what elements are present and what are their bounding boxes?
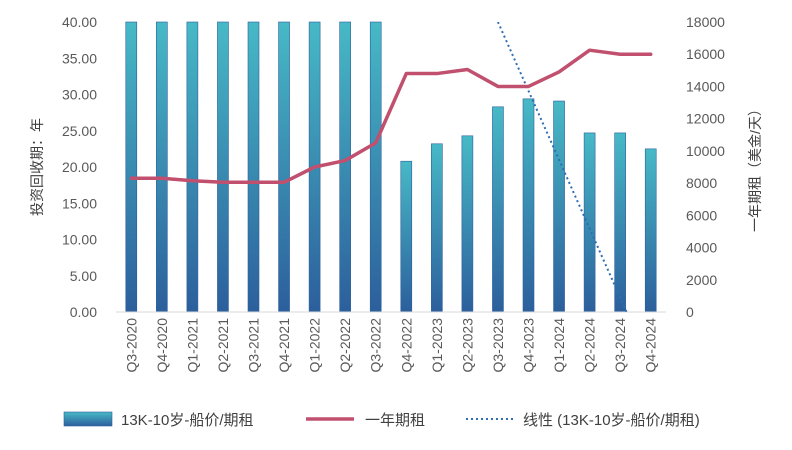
legend-label-bar: 13K-10岁-船价/期租 [121, 412, 254, 429]
legend: 13K-10岁-船价/期租 一年期租 线性 (13K-10岁-船价/期租) [63, 411, 700, 429]
right-axis-ticks: 0 2000 4000 6000 8000 10000 12000 14000 16000 180… [686, 14, 725, 320]
right-tick-label: 6000 [686, 207, 717, 223]
left-tick-label: 30.00 [62, 87, 97, 103]
x-tick-label: Q3-2021 [246, 318, 262, 373]
x-axis-ticks: Q3-2020 Q4-2020 Q1-2021 Q2-2021 Q3-2021 Q4-20… [123, 318, 658, 373]
x-tick-label: Q4-2021 [276, 318, 292, 373]
right-axis-title: 一年期租（美金/天） [747, 102, 763, 232]
left-axis-title: 投资回收期：年 [29, 118, 45, 216]
x-tick-label: Q2-2023 [459, 318, 475, 373]
right-tick-label: 16000 [686, 46, 725, 62]
right-tick-label: 0 [686, 304, 694, 320]
legend-swatch-bar [63, 411, 113, 427]
right-tick-label: 12000 [686, 111, 725, 127]
bar [583, 132, 596, 313]
x-tick-label: Q1-2024 [551, 318, 567, 373]
trendline-series [497, 22, 628, 312]
left-tick-label: 10.00 [62, 232, 97, 248]
legend-item-line: 一年期租 [306, 412, 425, 429]
right-tick-label: 10000 [686, 143, 725, 159]
left-tick-label: 0.00 [70, 304, 97, 320]
bar [247, 21, 260, 313]
x-tick-label: Q2-2022 [337, 318, 353, 373]
x-tick-label: Q3-2023 [490, 318, 506, 373]
left-tick-label: 15.00 [62, 195, 97, 211]
x-tick-label: Q4-2024 [643, 318, 659, 373]
right-tick-label: 14000 [686, 78, 725, 94]
legend-item-trend: 线性 (13K-10岁-船价/期租) [466, 412, 700, 429]
bar [644, 148, 657, 313]
left-tick-label: 35.00 [62, 50, 97, 66]
right-tick-label: 8000 [686, 175, 717, 191]
left-tick-label: 40.00 [62, 14, 97, 30]
x-tick-label: Q3-2020 [123, 318, 139, 373]
x-tick-label: Q3-2022 [368, 318, 384, 373]
line-path [129, 48, 653, 185]
left-axis-ticks: 0.00 5.00 10.00 15.00 20.00 25.00 30.00 35.00 40… [62, 14, 97, 320]
line-series [129, 48, 653, 185]
right-tick-label: 4000 [686, 240, 717, 256]
trendline-path [497, 22, 628, 312]
x-tick-label: Q4-2022 [398, 318, 414, 373]
bar [461, 135, 474, 313]
bar [553, 100, 565, 313]
bar [369, 21, 382, 313]
legend-item-bar: 13K-10岁-船价/期租 [63, 411, 254, 429]
bar [125, 21, 138, 313]
bar [278, 21, 290, 313]
legend-label-trend: 线性 (13K-10岁-船价/期租) [523, 412, 700, 429]
x-tick-label: Q1-2022 [307, 318, 323, 373]
x-tick-label: Q1-2021 [184, 318, 200, 373]
bar [614, 132, 626, 313]
bar [339, 21, 351, 313]
x-tick-label: Q2-2024 [582, 318, 598, 373]
legend-label-line: 一年期租 [365, 412, 425, 429]
x-tick-label: Q1-2023 [429, 318, 445, 373]
x-tick-label: Q2-2021 [215, 318, 231, 373]
x-tick-label: Q4-2020 [154, 318, 170, 373]
right-tick-label: 2000 [686, 272, 717, 288]
bar [400, 160, 413, 313]
x-tick-label: Q4-2023 [521, 318, 537, 373]
x-tick-label: Q3-2024 [612, 318, 628, 373]
right-tick-label: 18000 [686, 14, 725, 30]
bar [431, 143, 443, 313]
left-tick-label: 20.00 [62, 159, 97, 175]
bar [492, 106, 504, 313]
bar [217, 21, 229, 313]
bar [522, 98, 535, 313]
bar-series [125, 21, 657, 313]
left-tick-label: 25.00 [62, 123, 97, 139]
left-tick-label: 5.00 [70, 268, 97, 284]
bar [186, 21, 199, 313]
bar [156, 21, 168, 313]
